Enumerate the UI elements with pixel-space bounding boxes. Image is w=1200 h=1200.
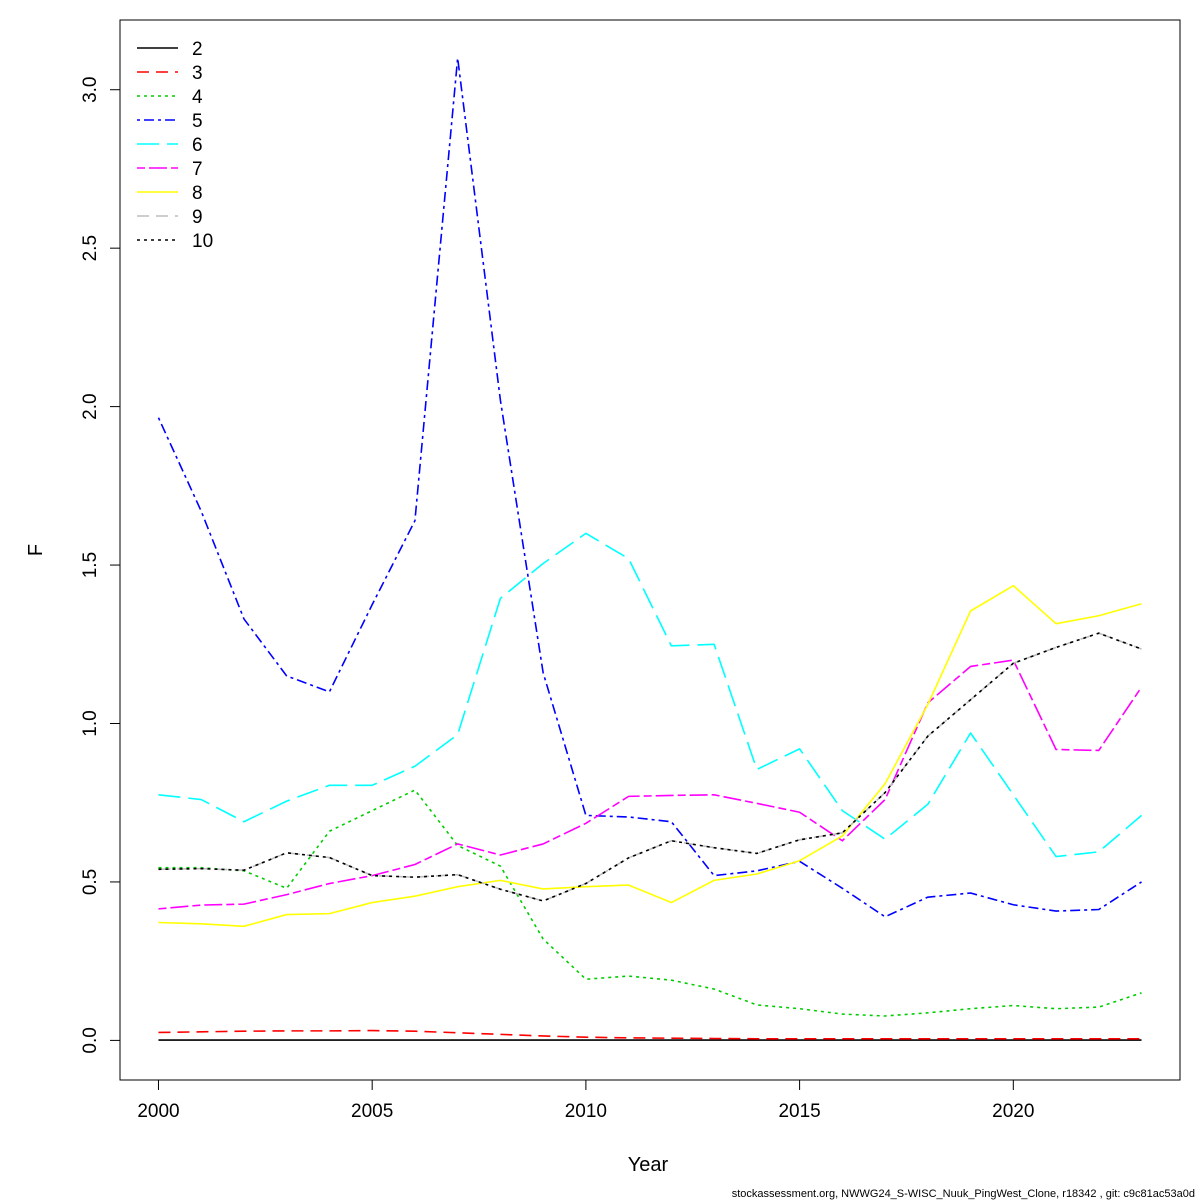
- series-line-7: [158, 659, 1143, 910]
- legend-label-9: 9: [192, 207, 203, 228]
- series-line-9: [158, 632, 1142, 902]
- y-tick-label-2.0: 2.0: [80, 393, 101, 419]
- legend-label-8: 8: [192, 183, 203, 204]
- legend-label-3: 3: [192, 63, 203, 84]
- legend-label-5: 5: [192, 111, 203, 132]
- footer-text: stockassessment.org, NWWG24_S-WISC_Nuuk_…: [732, 1188, 1195, 1200]
- series-line-6: [158, 532, 1143, 858]
- y-axis: 0.0 0.5 1.0 1.5 2.0 2.5 3.0: [80, 77, 120, 1054]
- legend-label-6: 6: [192, 135, 203, 156]
- y-axis-title: F: [25, 544, 47, 556]
- series-lines: [157, 57, 1143, 1041]
- y-tick-label-0.5: 0.5: [80, 869, 101, 895]
- legend-label-2: 2: [192, 39, 203, 60]
- x-axis: 2000 2005 2010 2015 2020: [137, 1079, 1034, 1122]
- x-axis-title: Year: [628, 1154, 669, 1176]
- legend-label-7: 7: [192, 159, 203, 180]
- y-tick-label-2.5: 2.5: [80, 235, 101, 261]
- y-tick-label-1.0: 1.0: [80, 710, 101, 736]
- series-line-3: [158, 1029, 1142, 1040]
- x-tick-label-2015: 2015: [778, 1101, 820, 1122]
- x-tick-label-2020: 2020: [992, 1101, 1034, 1122]
- plot-frame: [119, 19, 1181, 1081]
- x-tick-label-2010: 2010: [565, 1101, 607, 1122]
- y-tick-label-1.5: 1.5: [80, 552, 101, 578]
- series-line-4: [158, 789, 1142, 1017]
- series-line-10: [158, 632, 1142, 902]
- series-line-8: [158, 584, 1142, 928]
- legend-label-10: 10: [192, 231, 213, 252]
- x-tick-label-2005: 2005: [351, 1101, 393, 1122]
- legend-label-4: 4: [192, 87, 203, 108]
- x-tick-label-2000: 2000: [137, 1101, 179, 1122]
- series-line-5: [157, 57, 1142, 918]
- legend: 2 3 4 5 6 7 8 9 10: [137, 39, 213, 252]
- y-tick-label-3.0: 3.0: [80, 77, 101, 103]
- y-tick-label-0.0: 0.0: [80, 1027, 101, 1053]
